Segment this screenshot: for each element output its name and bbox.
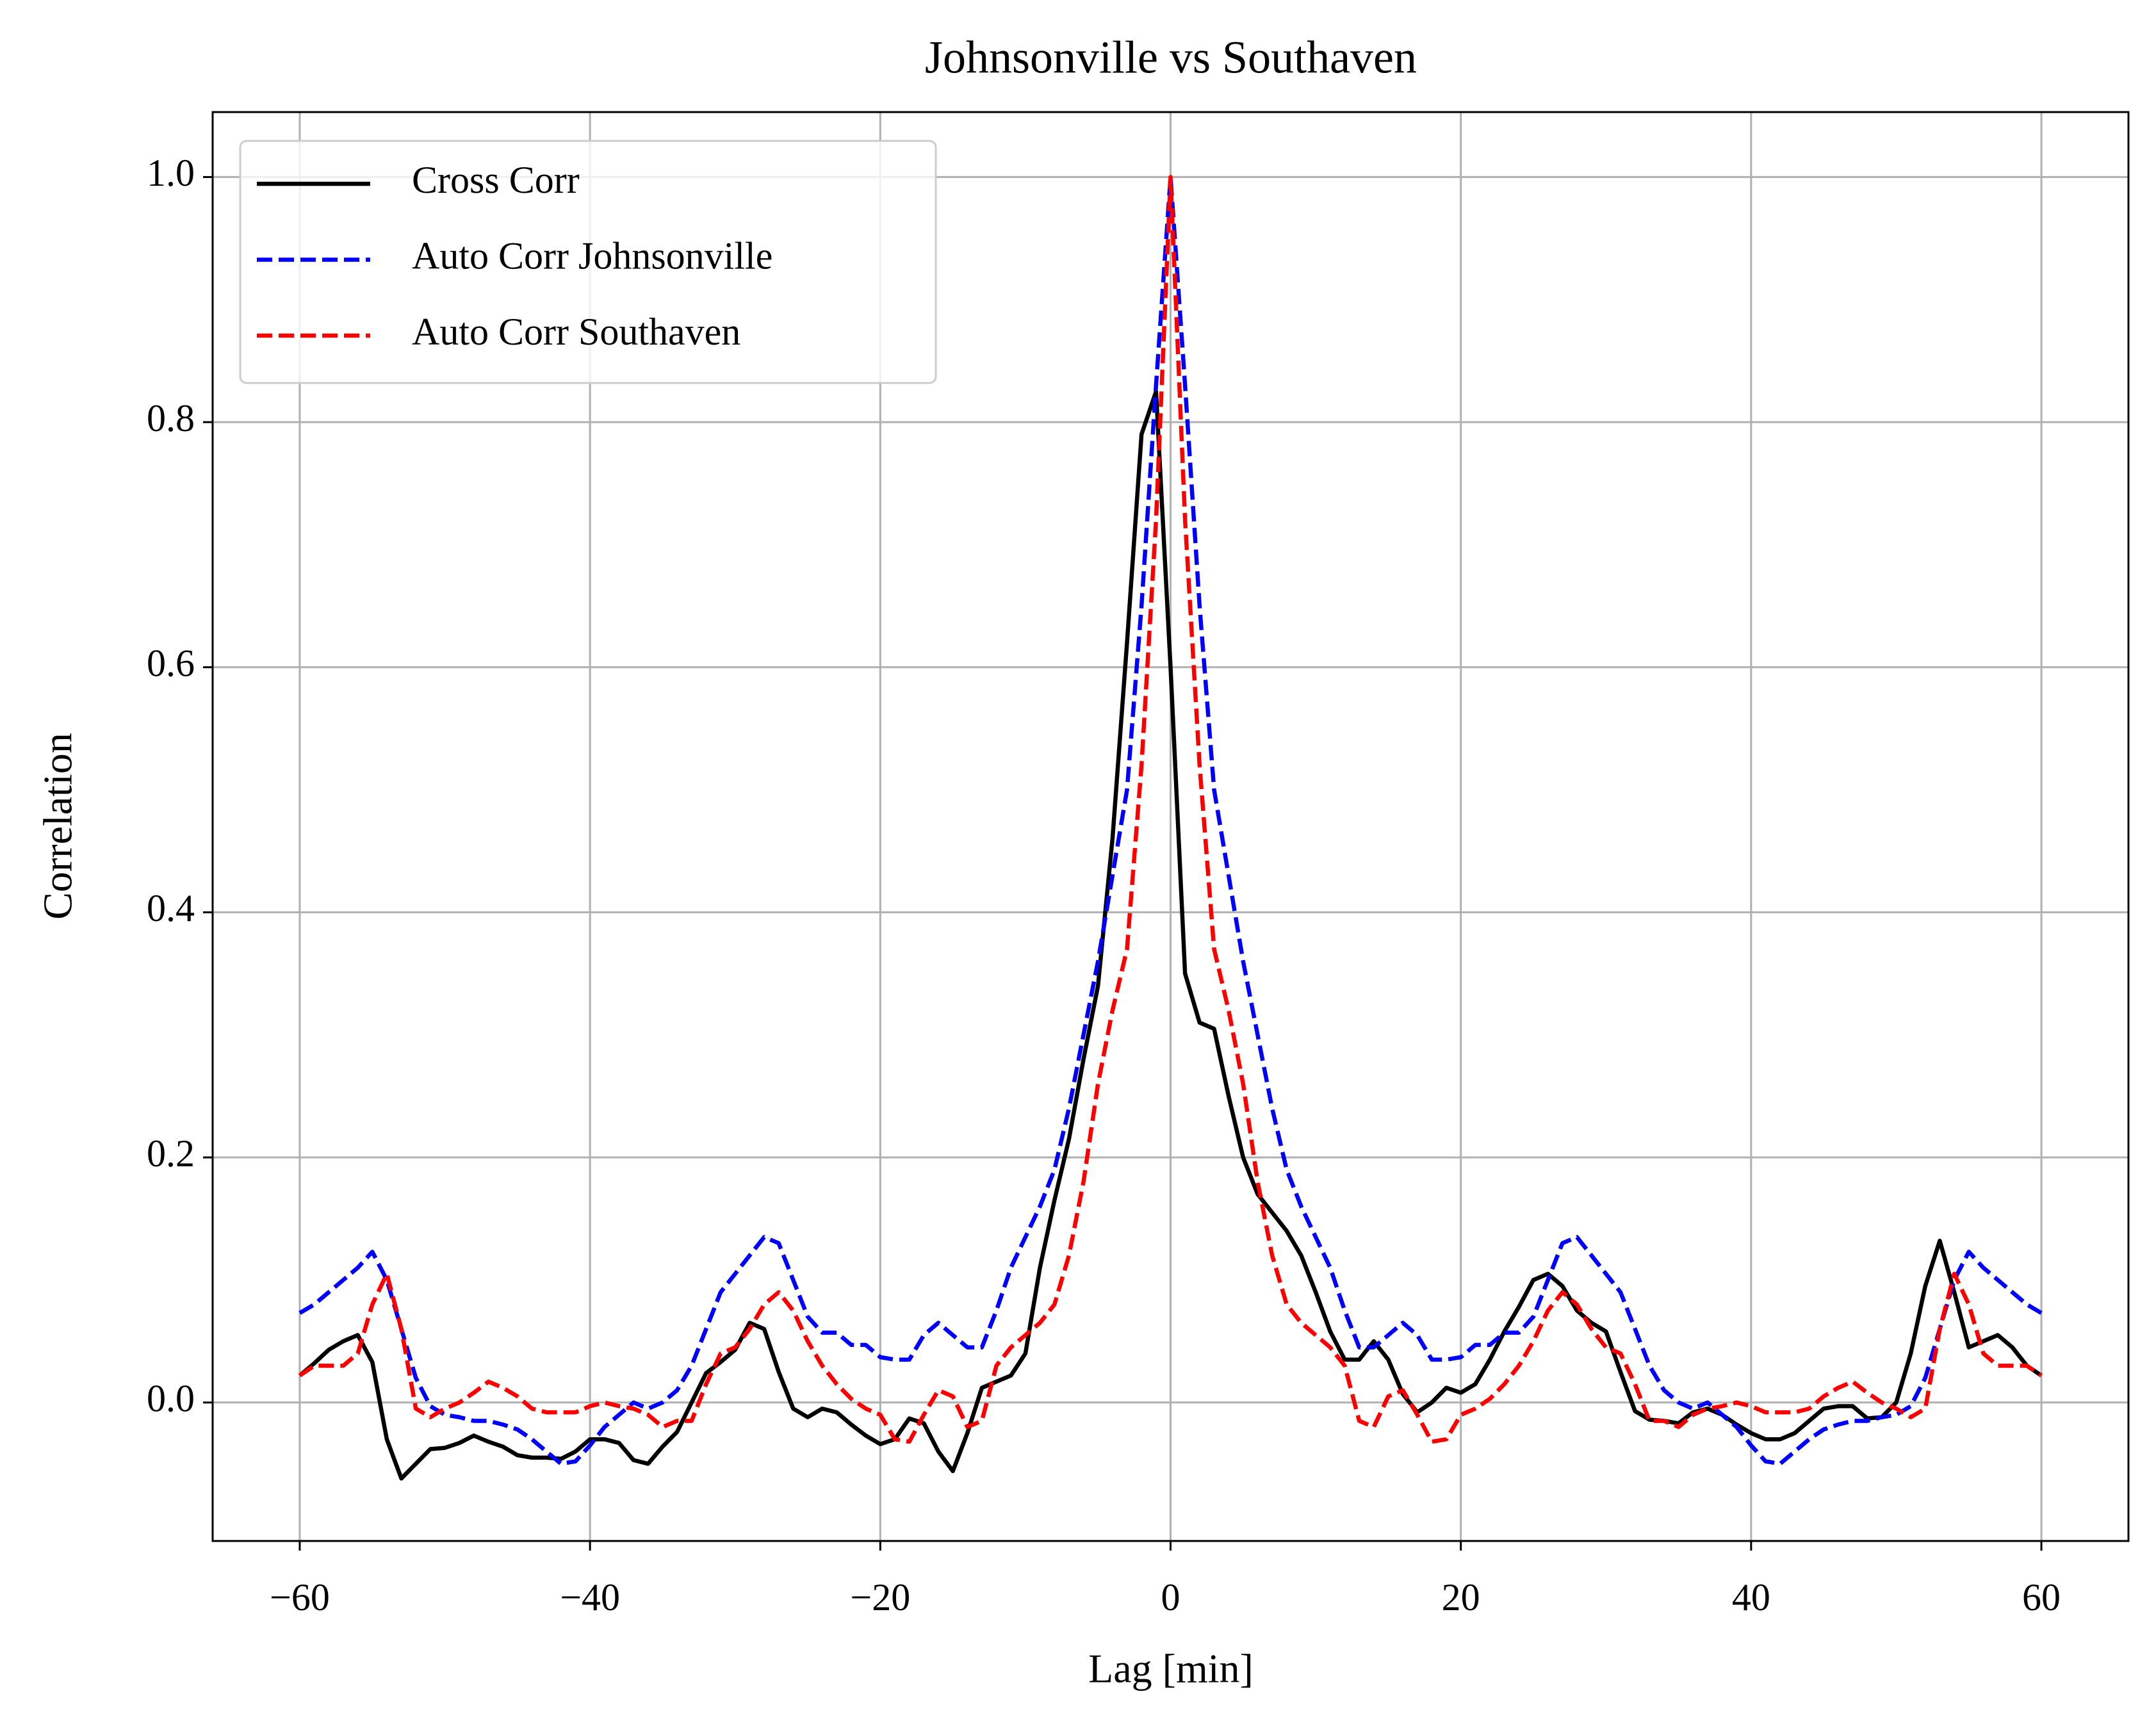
x-tick-label: 20 xyxy=(1442,1576,1480,1618)
legend-box xyxy=(239,140,937,384)
x-tick-label: −20 xyxy=(850,1576,910,1618)
axes-frame xyxy=(211,111,2130,1542)
x-tick-label: 60 xyxy=(2022,1576,2061,1618)
x-tick-label: 0 xyxy=(1161,1576,1180,1618)
x-axis-label: Lag [min] xyxy=(1088,1646,1254,1691)
y-tick-label: 0.0 xyxy=(147,1378,195,1420)
series-line xyxy=(298,175,2043,1466)
x-tick-label: 40 xyxy=(1732,1576,1770,1618)
x-tick-label: −40 xyxy=(560,1576,620,1618)
y-tick-label: 0.6 xyxy=(147,642,195,685)
legend-label: Cross Corr xyxy=(412,159,580,201)
y-tick-label: 0.4 xyxy=(147,887,195,929)
legend-label: Auto Corr Johnsonville xyxy=(412,234,772,277)
chart-title: Johnsonville vs Southaven xyxy=(925,32,1417,83)
series-line xyxy=(298,175,2043,1444)
y-axis-label: Correlation xyxy=(35,733,81,919)
series-line xyxy=(298,389,2043,1481)
y-tick-label: 1.0 xyxy=(147,152,195,194)
legend: Cross Corr Auto Corr Johnsonville Auto Cor… xyxy=(239,140,937,384)
legend-label: Auto Corr Southaven xyxy=(412,311,740,353)
y-tick-label: 0.8 xyxy=(147,397,195,439)
y-tick-label: 0.2 xyxy=(147,1132,195,1175)
x-tick-label: −60 xyxy=(270,1576,330,1618)
